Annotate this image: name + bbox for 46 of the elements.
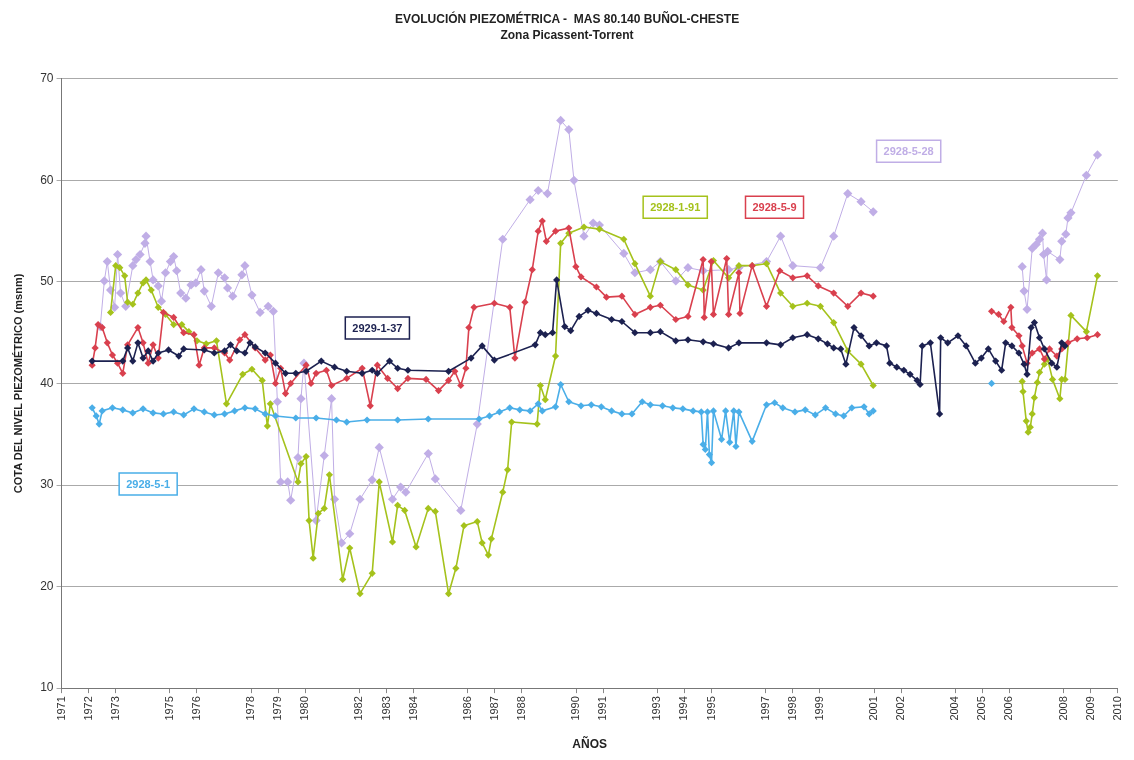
x-tick-label: 1972 [81, 696, 94, 721]
x-tick-label: 1975 [162, 696, 175, 721]
x-tick-label: 1993 [650, 696, 663, 721]
chart-title: EVOLUCIÓN PIEZOMÉTRICA - MAS 80.140 BUÑOL-CHESTE [394, 10, 740, 26]
x-tick-label: 1984 [406, 696, 419, 721]
y-tick-label: 40 [40, 375, 54, 390]
x-tick-label: 2005 [975, 696, 988, 721]
y-tick-label: 60 [40, 172, 54, 187]
x-tick-label: 2009 [1083, 696, 1096, 721]
x-tick-label: 1987 [487, 696, 500, 721]
text: 2929-1-37 [352, 322, 403, 335]
x-tick-label: 1976 [190, 696, 202, 721]
y-tick-label: 30 [40, 477, 54, 492]
x-tick-label: 1991 [596, 696, 609, 721]
x-tick-label: 1990 [569, 696, 582, 721]
y-axis-title: COTA DEL NIVEL PIEZOMÉTRICO (msnm) [11, 273, 24, 494]
x-tick-label: 1980 [298, 696, 311, 721]
x-tick-label: 2001 [867, 696, 880, 721]
x-tick-label: 1978 [244, 696, 257, 721]
chart-subtitle: Zona Picassent-Torrent [500, 27, 634, 42]
x-tick-label: 1994 [677, 696, 690, 721]
x-tick-label: 1997 [758, 696, 771, 721]
x-tick-label: 2010 [1110, 696, 1123, 721]
x-tick-label: 2006 [1002, 696, 1015, 721]
x-tick-label: 2004 [948, 696, 961, 721]
x-tick-label: 1986 [460, 696, 473, 721]
y-tick-label: 70 [40, 71, 54, 86]
y-tick-label: 10 [40, 680, 54, 695]
x-axis-title: AÑOS [572, 736, 608, 752]
x-tick-label: 1973 [108, 696, 121, 721]
y-tick-label: 20 [40, 578, 54, 593]
text: 2928-5-28 [883, 145, 934, 158]
x-tick-label: 2002 [894, 696, 907, 721]
x-tick-label: 1995 [704, 696, 717, 721]
y-tick-label: 50 [40, 274, 54, 289]
x-tick-label: 1971 [54, 696, 67, 721]
x-tick-label: 1983 [379, 696, 392, 721]
x-tick-label: 1982 [352, 696, 365, 721]
x-tick-label: 1998 [785, 696, 798, 721]
text: 2928-5-9 [752, 201, 797, 214]
x-tick-label: 1999 [812, 696, 825, 721]
x-tick-label: 1979 [271, 696, 284, 721]
x-tick-label: 2008 [1056, 696, 1069, 721]
text: 2928-5-1 [126, 478, 171, 491]
text: 2928-1-91 [650, 201, 701, 214]
x-tick-label: 1988 [515, 696, 527, 721]
